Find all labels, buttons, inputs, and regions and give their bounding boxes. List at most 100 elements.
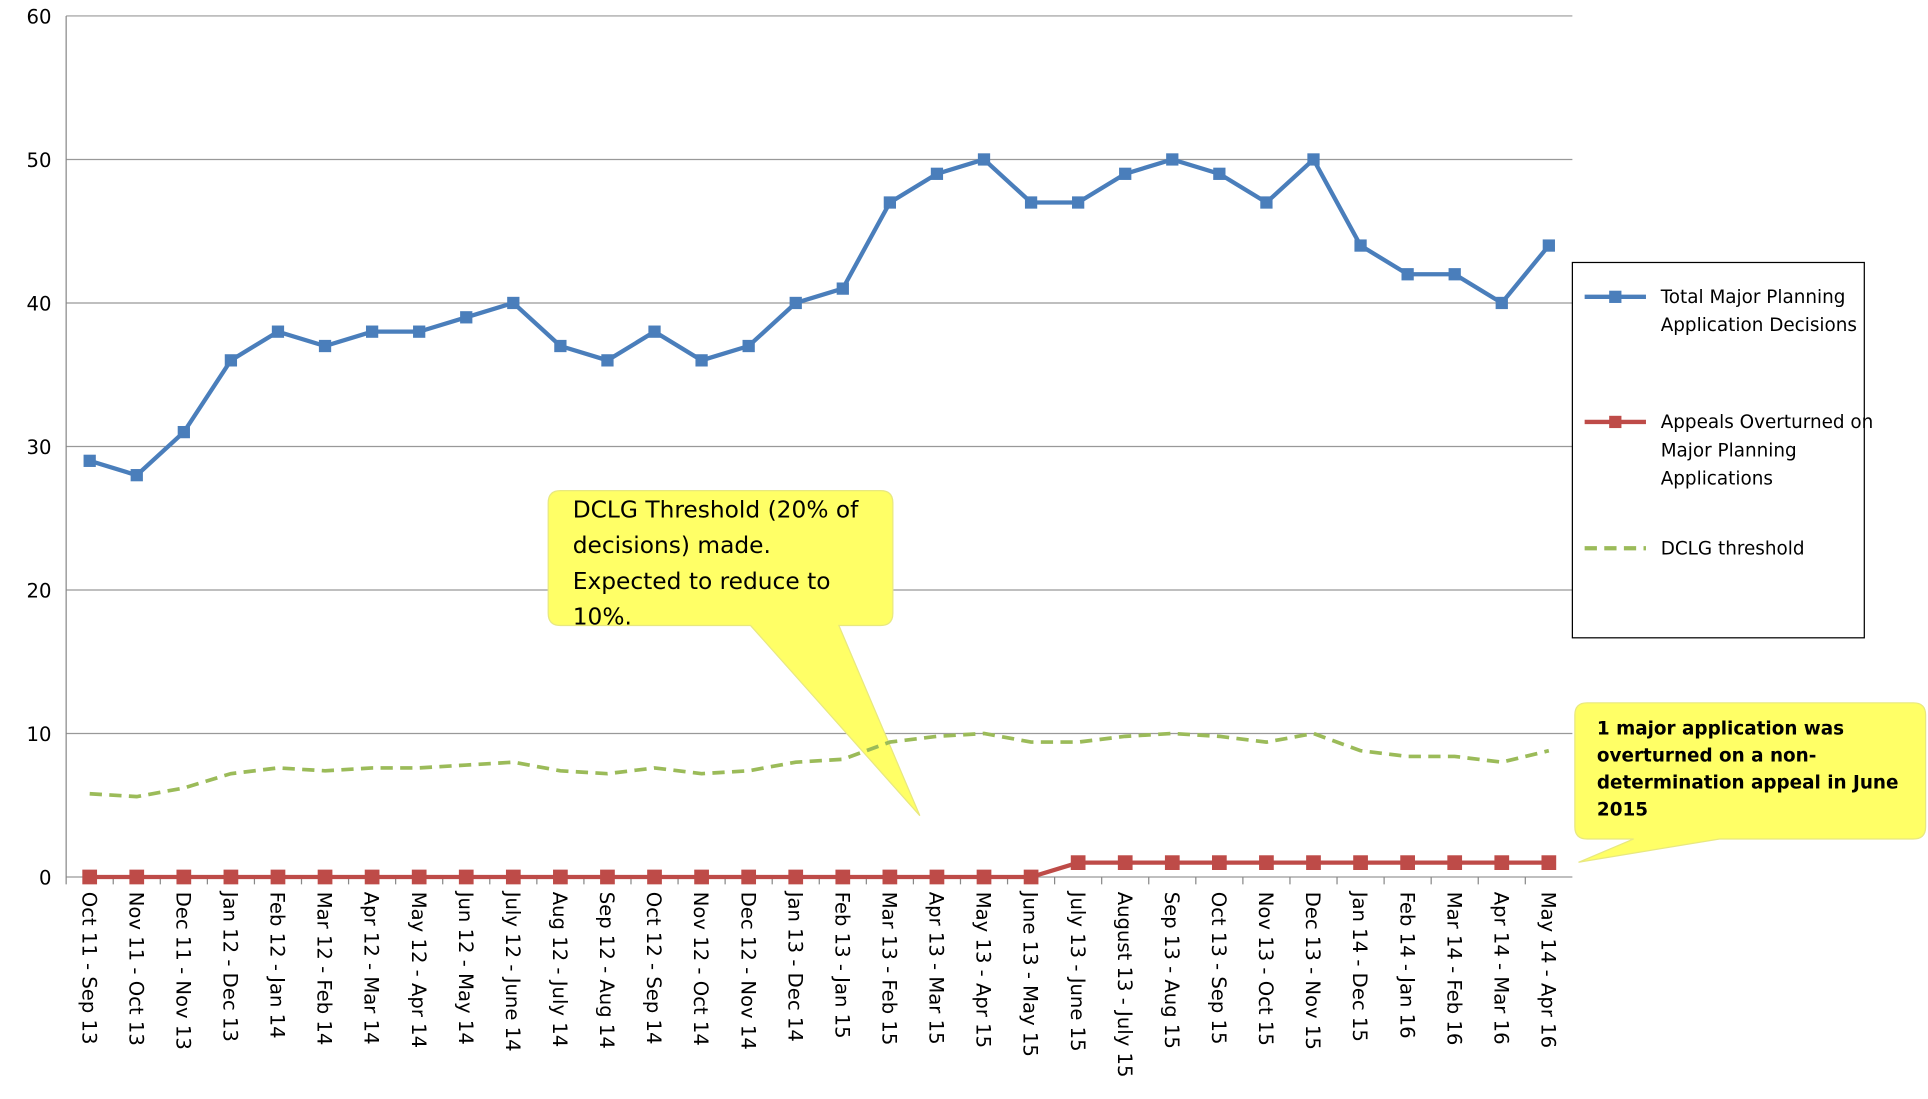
x-tick-label: Dec 11 - Nov 13 [171,892,194,1050]
marker [271,325,285,338]
marker [929,869,945,885]
x-tick-label: Feb 14 - Jan 16 [1395,892,1418,1039]
marker [1400,855,1415,871]
marker [742,339,755,353]
marker [882,869,898,885]
marker [1447,855,1463,871]
marker [1495,296,1508,310]
marker [411,869,427,885]
marker [270,869,286,885]
y-tick-label: 60 [26,5,51,28]
x-tick-label: Nov 13 - Oct 15 [1254,892,1277,1046]
callout-bubble [547,490,921,817]
marker [1166,153,1179,166]
marker [1494,855,1510,871]
marker [976,869,992,885]
marker [365,325,379,338]
x-tick-label: Feb 12 - Jan 14 [266,892,289,1039]
x-tick-label: Nov 12 - Oct 14 [689,892,712,1046]
marker [553,869,568,885]
legend-marker [1609,290,1622,303]
marker [1541,855,1557,871]
x-tick-label: Jan 14 - Dec 15 [1348,890,1371,1042]
marker [694,869,709,885]
marker [977,153,991,166]
x-tick-label: June 13 - May 15 [1019,890,1042,1057]
marker [1260,196,1273,209]
x-tick-label: Mar 14 - Feb 16 [1442,892,1465,1046]
marker [318,339,332,353]
x-tick-label: Apr 12 - Mar 14 [360,892,383,1045]
marker [930,167,944,180]
x-tick-label: Sep 13 - Aug 15 [1160,892,1183,1049]
marker [1024,196,1038,209]
marker [1119,167,1132,180]
series-line [89,156,1551,478]
marker [647,869,662,885]
x-tick-label: Oct 13 - Sep 15 [1207,892,1230,1045]
x-tick-label: Feb 13 - Jan 15 [830,892,853,1039]
y-tick-label: 40 [26,292,51,315]
x-tick-label: Nov 11 - Oct 13 [124,892,147,1046]
marker [1401,268,1414,281]
marker [1542,239,1555,252]
legend-line: Applications [1661,468,1773,489]
y-tick-label: 10 [26,723,51,746]
legend-marker [1609,415,1622,429]
marker [413,325,426,338]
marker [835,869,851,885]
annotation-text: 1 major application was [1597,719,1844,740]
legend-line: Appeals Overturned on [1661,412,1874,433]
marker [177,425,190,439]
marker [883,196,897,209]
marker [601,354,614,367]
legend-line: DCLG threshold [1661,538,1805,559]
y-tick-label: 20 [26,579,51,602]
annotation-text: 2015 [1597,800,1648,821]
annotation-text: Expected to reduce to [573,568,831,595]
callout-threshold [547,490,921,817]
marker [1307,153,1320,166]
x-tick-label: Apr 13 - Mar 15 [925,892,948,1045]
marker [1072,196,1085,209]
annotation-text: determination appeal in June [1597,773,1899,794]
x-tick-label: May 13 - Apr 15 [972,892,995,1048]
x-tick-label: July 13 - June 15 [1066,890,1089,1052]
legend-line: Major Planning [1661,440,1797,461]
marker [130,469,143,482]
callout-overturned [1574,702,1927,863]
legend-line: Total Major Planning [1660,287,1846,308]
x-tick-label: Jan 12 - Dec 13 [219,890,242,1042]
marker [83,454,96,467]
marker [460,311,473,324]
annotation-text: overturned on a non- [1597,746,1816,767]
marker [176,869,192,885]
marker [648,325,661,338]
x-tick-label: Oct 12 - Sep 14 [642,892,665,1045]
y-tick-label: 50 [26,149,51,172]
marker [223,869,239,885]
marker [1023,869,1039,885]
marker [1306,855,1321,871]
y-tick-label: 30 [26,436,51,459]
marker [505,869,521,885]
x-tick-label: July 12 - June 14 [501,890,524,1052]
marker [554,339,567,353]
marker [507,296,520,310]
marker [1448,268,1461,281]
marker [600,869,615,885]
marker [836,282,849,295]
marker [458,869,474,885]
x-tick-label: Dec 12 - Nov 14 [736,892,759,1050]
x-tick-label: Sep 12 - Aug 14 [595,892,618,1049]
annotation-text: decisions) made. [573,532,771,559]
x-tick-label: Oct 11 - Sep 13 [77,892,100,1045]
x-tick-label: May 14 - Apr 16 [1536,892,1559,1048]
marker [1213,167,1226,180]
marker [789,296,802,310]
x-tick-label: Jan 13 - Dec 14 [783,890,806,1042]
callout-bubble [1574,702,1927,863]
marker [1117,855,1133,871]
marker [1164,855,1180,871]
